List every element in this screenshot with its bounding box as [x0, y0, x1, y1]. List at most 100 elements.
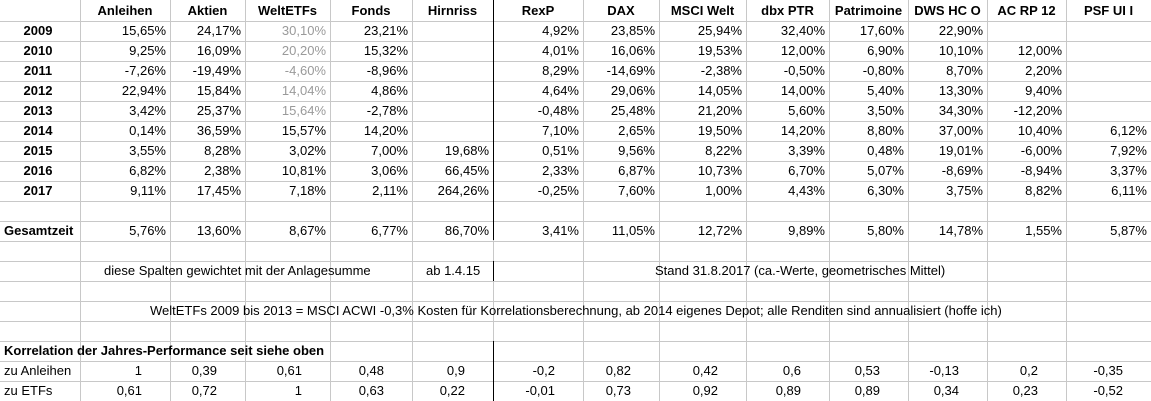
data-cell[interactable]: 29,06% — [610, 83, 655, 98]
data-cell[interactable]: -7,26% — [124, 63, 166, 78]
correlation-cell[interactable]: -0,01 — [525, 383, 555, 398]
data-cell[interactable]: 15,57% — [281, 123, 326, 138]
data-cell[interactable]: 5,40% — [867, 83, 904, 98]
data-cell[interactable]: 15,84% — [196, 83, 241, 98]
row-year-label[interactable]: 2016 — [23, 163, 53, 178]
correlation-cell[interactable]: 0,89 — [854, 383, 880, 398]
data-cell[interactable]: 3,75% — [946, 183, 983, 198]
data-cell[interactable]: 15,32% — [363, 43, 408, 58]
correlation-cell[interactable]: 0,2 — [1019, 363, 1038, 378]
data-cell[interactable]: 4,01% — [542, 43, 579, 58]
correlation-cell[interactable]: 0,42 — [692, 363, 718, 378]
data-cell[interactable]: 24,17% — [196, 23, 241, 38]
data-cell[interactable]: 264,26% — [437, 183, 489, 198]
data-cell[interactable]: 7,92% — [1110, 143, 1147, 158]
data-cell[interactable]: 9,11% — [130, 183, 166, 198]
row-year-label[interactable]: 2012 — [23, 83, 53, 98]
correlation-cell[interactable]: -0,2 — [532, 363, 555, 378]
data-cell[interactable]: 8,80% — [867, 123, 904, 138]
column-header[interactable]: Aktien — [187, 3, 228, 18]
data-cell[interactable]: 15,64% — [281, 103, 326, 118]
data-cell[interactable]: 14,04% — [281, 83, 326, 98]
total-cell[interactable]: 8,67% — [289, 223, 326, 238]
data-cell[interactable]: 8,70% — [946, 63, 983, 78]
data-cell[interactable]: 8,82% — [1025, 183, 1062, 198]
data-cell[interactable]: 0,51% — [542, 143, 579, 158]
column-header[interactable]: DAX — [607, 3, 635, 18]
data-cell[interactable]: 0,48% — [867, 143, 904, 158]
column-header[interactable]: AC RP 12 — [997, 3, 1056, 18]
correlation-row-label[interactable]: zu ETFs — [4, 383, 53, 398]
data-cell[interactable]: 66,45% — [444, 163, 489, 178]
row-year-label[interactable]: 2013 — [23, 103, 53, 118]
correlation-cell[interactable]: 0,72 — [191, 383, 217, 398]
data-cell[interactable]: 14,00% — [780, 83, 825, 98]
data-cell[interactable]: 12,00% — [780, 43, 825, 58]
data-cell[interactable]: 15,65% — [121, 23, 166, 38]
row-year-label[interactable]: 2009 — [23, 23, 53, 38]
data-cell[interactable]: 23,85% — [610, 23, 655, 38]
data-cell[interactable]: 25,94% — [697, 23, 742, 38]
data-cell[interactable]: 7,18% — [289, 183, 326, 198]
data-cell[interactable]: 10,73% — [697, 163, 742, 178]
data-cell[interactable]: -0,48% — [537, 103, 579, 118]
data-cell[interactable]: -0,50% — [783, 63, 825, 78]
total-cell[interactable]: 5,80% — [867, 223, 904, 238]
data-cell[interactable]: -0,25% — [537, 183, 579, 198]
data-cell[interactable]: 4,43% — [788, 183, 825, 198]
correlation-cell[interactable]: -0,52 — [1093, 383, 1123, 398]
data-cell[interactable]: -14,69% — [606, 63, 655, 78]
data-cell[interactable]: 6,82% — [129, 163, 166, 178]
data-cell[interactable]: 7,10% — [542, 123, 579, 138]
data-cell[interactable]: 6,11% — [1111, 183, 1147, 198]
data-cell[interactable]: 2,38% — [204, 163, 241, 178]
data-cell[interactable]: 5,07% — [867, 163, 904, 178]
data-cell[interactable]: 2,65% — [618, 123, 655, 138]
column-header[interactable]: MSCI Welt — [670, 3, 735, 18]
correlation-title[interactable]: Korrelation der Jahres-Performance seit … — [4, 343, 325, 358]
column-header[interactable]: Hirnriss — [427, 3, 478, 18]
data-cell[interactable]: 32,40% — [780, 23, 825, 38]
data-cell[interactable]: 3,02% — [289, 143, 326, 158]
data-cell[interactable]: 2,11% — [372, 183, 408, 198]
data-cell[interactable]: 16,09% — [196, 43, 241, 58]
data-cell[interactable]: 9,56% — [618, 143, 655, 158]
row-year-label[interactable]: 2014 — [23, 123, 53, 138]
data-cell[interactable]: 10,40% — [1017, 123, 1062, 138]
data-cell[interactable]: -12,20% — [1013, 103, 1062, 118]
row-year-label[interactable]: 2010 — [23, 43, 53, 58]
correlation-cell[interactable]: 0,39 — [191, 363, 217, 378]
total-cell[interactable]: 11,05% — [611, 223, 655, 238]
data-cell[interactable]: 10,10% — [938, 43, 983, 58]
total-cell[interactable]: 86,70% — [444, 223, 489, 238]
data-cell[interactable]: 19,68% — [444, 143, 489, 158]
data-cell[interactable]: 14,20% — [780, 123, 825, 138]
column-header[interactable]: WeltETFs — [258, 3, 317, 18]
data-cell[interactable]: 9,40% — [1025, 83, 1062, 98]
note-weltetfs[interactable]: WeltETFs 2009 bis 2013 = MSCI ACWI -0,3%… — [150, 303, 1002, 318]
correlation-cell[interactable]: 1 — [134, 363, 142, 378]
note-from-date[interactable]: ab 1.4.15 — [426, 263, 481, 278]
total-cell[interactable]: 5,76% — [129, 223, 166, 238]
total-cell[interactable]: 12,72% — [697, 223, 742, 238]
data-cell[interactable]: 20,20% — [281, 43, 326, 58]
correlation-cell[interactable]: 0,53 — [854, 363, 880, 378]
data-cell[interactable]: 6,70% — [788, 163, 825, 178]
data-cell[interactable]: 9,25% — [129, 43, 166, 58]
data-cell[interactable]: 7,60% — [618, 183, 655, 198]
data-cell[interactable]: 17,45% — [196, 183, 241, 198]
total-cell[interactable]: 3,41% — [542, 223, 579, 238]
data-cell[interactable]: 6,87% — [618, 163, 655, 178]
data-cell[interactable]: 6,90% — [867, 43, 904, 58]
data-cell[interactable]: 3,42% — [129, 103, 166, 118]
data-cell[interactable]: 37,00% — [938, 123, 983, 138]
correlation-cell[interactable]: 1 — [294, 383, 302, 398]
correlation-cell[interactable]: -0,13 — [929, 363, 959, 378]
data-cell[interactable]: 8,28% — [204, 143, 241, 158]
data-cell[interactable]: 3,06% — [371, 163, 408, 178]
correlation-cell[interactable]: 0,63 — [358, 383, 384, 398]
data-cell[interactable]: 2,33% — [542, 163, 579, 178]
data-cell[interactable]: 25,37% — [196, 103, 241, 118]
data-cell[interactable]: 16,06% — [610, 43, 655, 58]
column-header[interactable]: Anleihen — [97, 3, 153, 18]
